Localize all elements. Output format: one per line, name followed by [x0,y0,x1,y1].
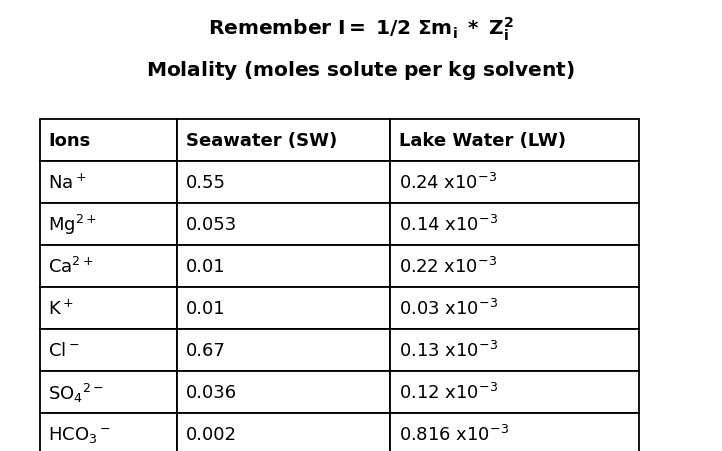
Text: 0.01: 0.01 [186,258,225,275]
Text: K$^+$: K$^+$ [48,299,74,318]
FancyBboxPatch shape [390,161,639,203]
Text: 0.053: 0.053 [186,216,237,233]
FancyBboxPatch shape [390,245,639,287]
Text: 0.67: 0.67 [186,341,225,359]
Text: 0.24 x10$^{-3}$: 0.24 x10$^{-3}$ [399,172,497,193]
Text: 0.01: 0.01 [186,299,225,317]
Text: 0.14 x10$^{-3}$: 0.14 x10$^{-3}$ [399,214,497,235]
Text: Cl$^-$: Cl$^-$ [48,341,80,359]
FancyBboxPatch shape [40,161,177,203]
FancyBboxPatch shape [177,203,390,245]
FancyBboxPatch shape [177,329,390,371]
FancyBboxPatch shape [390,203,639,245]
FancyBboxPatch shape [40,203,177,245]
Text: 0.13 x10$^{-3}$: 0.13 x10$^{-3}$ [399,340,497,360]
Text: Ions: Ions [48,132,91,149]
Text: 0.002: 0.002 [186,425,237,443]
Text: 0.03 x10$^{-3}$: 0.03 x10$^{-3}$ [399,298,497,318]
FancyBboxPatch shape [390,329,639,371]
FancyBboxPatch shape [40,413,177,451]
Text: Mg$^{2+}$: Mg$^{2+}$ [48,212,97,236]
Text: 0.816 x10$^{-3}$: 0.816 x10$^{-3}$ [399,424,508,444]
Text: $\bf{Remember\ I=\ 1/2\ \Sigma m_i\ *\ Z^2_i}$: $\bf{Remember\ I=\ 1/2\ \Sigma m_i\ *\ Z… [208,16,514,43]
FancyBboxPatch shape [177,120,390,161]
FancyBboxPatch shape [177,161,390,203]
Text: HCO$_3$$^-$: HCO$_3$$^-$ [48,424,111,444]
FancyBboxPatch shape [40,371,177,413]
Text: SO$_4$$^{2-}$: SO$_4$$^{2-}$ [48,381,105,404]
Text: Ca$^{2+}$: Ca$^{2+}$ [48,256,94,276]
FancyBboxPatch shape [390,287,639,329]
FancyBboxPatch shape [40,245,177,287]
FancyBboxPatch shape [177,245,390,287]
FancyBboxPatch shape [390,120,639,161]
FancyBboxPatch shape [177,287,390,329]
FancyBboxPatch shape [390,371,639,413]
Text: 0.22 x10$^{-3}$: 0.22 x10$^{-3}$ [399,256,497,276]
FancyBboxPatch shape [177,413,390,451]
FancyBboxPatch shape [40,287,177,329]
Text: 0.036: 0.036 [186,383,237,401]
FancyBboxPatch shape [40,120,177,161]
FancyBboxPatch shape [390,413,639,451]
Text: 0.55: 0.55 [186,174,225,191]
FancyBboxPatch shape [177,371,390,413]
Text: Lake Water (LW): Lake Water (LW) [399,132,565,149]
Text: $\bf{Molality\ (moles\ solute\ per\ kg\ solvent)}$: $\bf{Molality\ (moles\ solute\ per\ kg\ … [147,59,575,82]
Text: Seawater (SW): Seawater (SW) [186,132,336,149]
Text: Na$^+$: Na$^+$ [48,173,87,192]
Text: 0.12 x10$^{-3}$: 0.12 x10$^{-3}$ [399,382,497,402]
FancyBboxPatch shape [40,329,177,371]
